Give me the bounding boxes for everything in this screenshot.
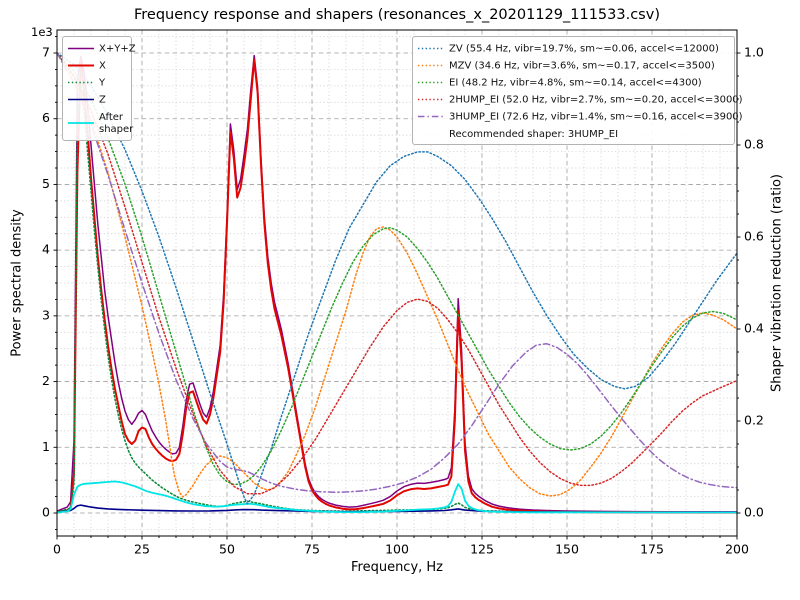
y-right-tick-label: 0.2 [744, 413, 764, 428]
major-grid [57, 30, 737, 536]
shaper-series-ei [57, 52, 737, 486]
y-left-tick-label: 3 [42, 307, 50, 322]
legend-item-label: Y [98, 78, 106, 89]
legend-right: ZV (55.4 Hz, vibr=19.7%, sm~=0.06, accel… [412, 36, 743, 145]
x-tick-label: 125 [470, 542, 494, 557]
legend-recommended-note: Recommended shaper: 3HUMP_EI [449, 129, 618, 140]
legend-right-box [412, 36, 735, 145]
tick-labels: 0 25 50 75 100 125 150 175 200 0 1 2 3 4 5 6 7 0.0 0.2 0.4 0… [42, 45, 764, 557]
y-left-tick-label: 5 [42, 176, 50, 191]
psd-series-after-shaper [57, 480, 737, 514]
y-right-tick-label: 0.4 [744, 321, 764, 336]
y-axis-label-right: Shaper vibration reduction (ratio) [769, 174, 785, 392]
psd-series-z [57, 504, 737, 514]
y-axis-offset-text: 1e3 [31, 25, 53, 39]
chart-title: Frequency response and shapers (resonanc… [134, 7, 660, 23]
x-tick-label: 200 [725, 542, 749, 557]
psd-series-y [57, 85, 737, 514]
shaper-series-zv [57, 52, 737, 505]
y-left-tick-label: 1 [42, 439, 50, 454]
x-axis-label: Frequency, Hz [350, 560, 444, 575]
shaper-series-3hump-ei [57, 52, 737, 494]
y-right-tick-label: 0.6 [744, 229, 764, 244]
legend-item-label: ZV (55.4 Hz, vibr=19.7%, sm~=0.06, accel… [449, 44, 719, 55]
x-tick-label: 75 [304, 542, 320, 557]
y-right-tick-label: 0.8 [744, 137, 764, 152]
y-left-tick-label: 0 [42, 505, 50, 520]
y-left-tick-label: 4 [42, 242, 50, 257]
legend-item-label: EI (48.2 Hz, vibr=4.8%, sm~=0.14, accel<… [449, 78, 702, 89]
y-axis-label-left: Power spectral density [9, 209, 25, 357]
x-tick-label: 25 [134, 542, 150, 557]
x-tick-label: 100 [385, 542, 409, 557]
legend-item-label: 3HUMP_EI (72.6 Hz, vibr=1.4%, sm~=0.16, … [449, 112, 743, 123]
y-left-tick-label: 6 [42, 110, 50, 125]
legend-item-label: shaper [99, 124, 134, 135]
y-right-tick-label: 0.0 [744, 505, 764, 520]
shaper-series-mzv [57, 52, 737, 498]
shaper-series-2hump-ei [57, 52, 737, 495]
y-left-tick-label: 7 [42, 45, 50, 60]
legend-item-label: MZV (34.6 Hz, vibr=3.6%, sm~=0.17, accel… [449, 61, 715, 72]
x-tick-label: 50 [219, 542, 235, 557]
legend-item-label: After [99, 112, 124, 123]
x-tick-label: 175 [640, 542, 664, 557]
legend-item-label: 2HUMP_EI (52.0 Hz, vibr=2.7%, sm~=0.20, … [449, 95, 743, 106]
x-tick-label: 150 [555, 542, 579, 557]
y-left-tick-label: 2 [42, 373, 50, 388]
series-layer [57, 52, 737, 514]
legend-left-box [62, 36, 132, 141]
y-right-tick-label: 1.0 [744, 45, 764, 60]
plot-border [56, 29, 738, 537]
minor-grid [57, 30, 737, 536]
legend-item-label: Z [99, 95, 106, 106]
legend-item-label: X+Y+Z [99, 44, 136, 55]
legend-item-label: X [99, 61, 106, 72]
x-tick-label: 0 [53, 542, 61, 557]
